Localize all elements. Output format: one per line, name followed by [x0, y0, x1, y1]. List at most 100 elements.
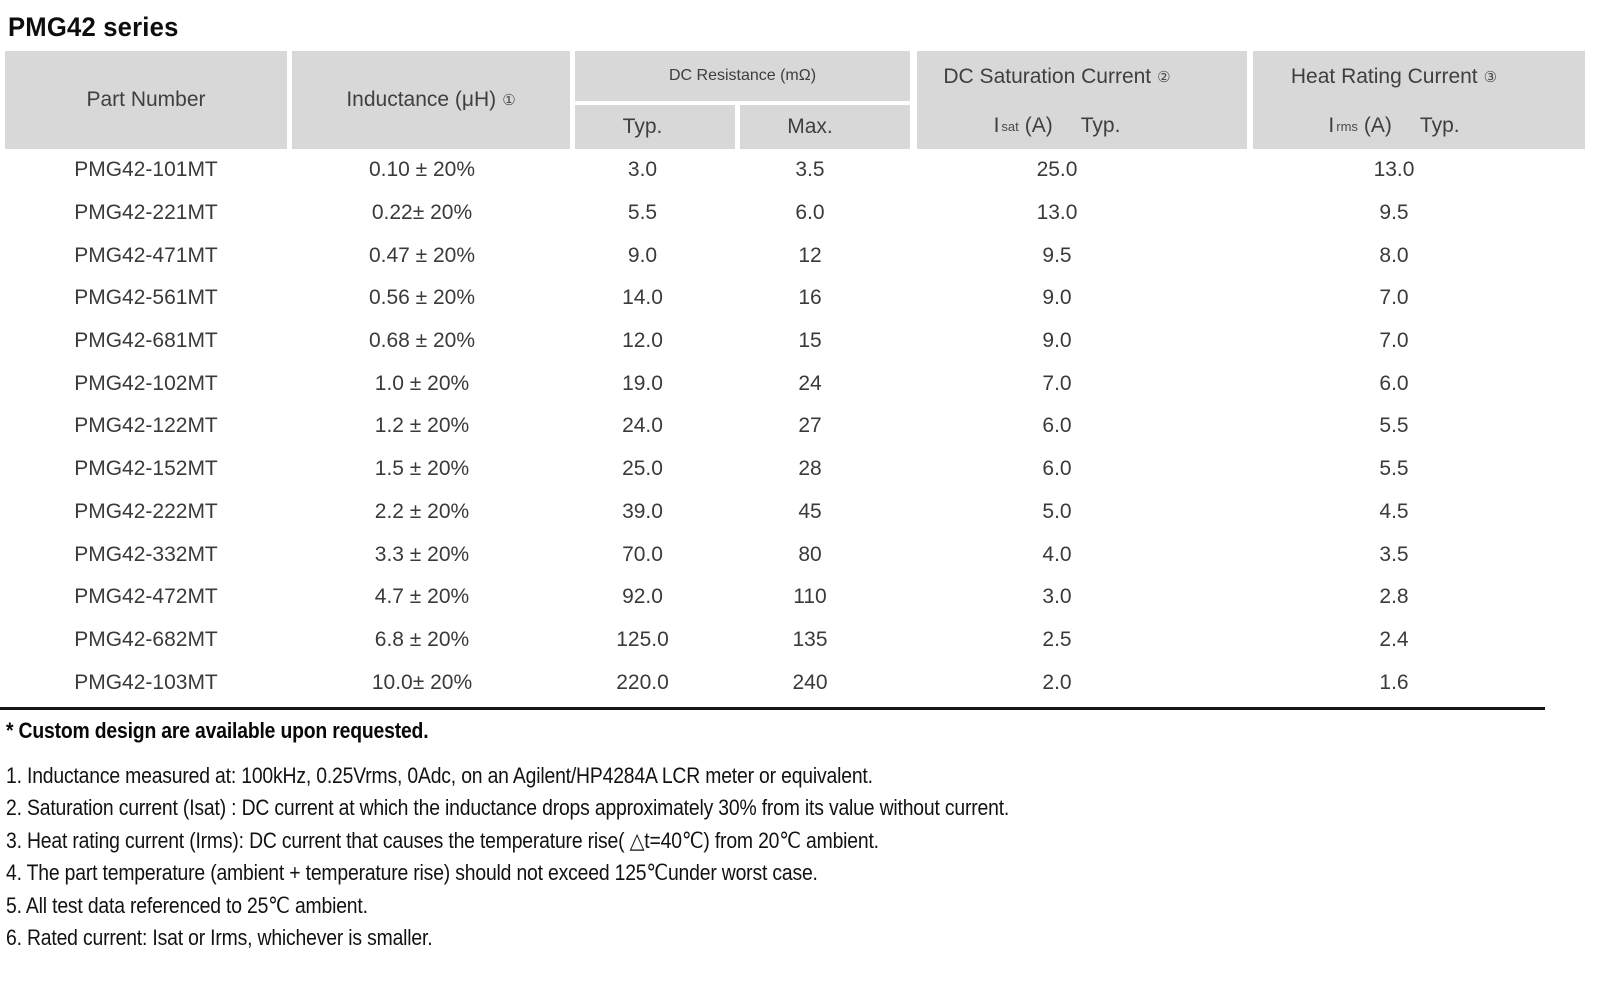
cell-inductance: 0.56 ± 20% — [368, 286, 476, 310]
cell-part: PMG42-102MT — [74, 371, 218, 395]
cell-inductance: 0.68 ± 20% — [368, 329, 476, 353]
cell-typ: 70.0 — [622, 542, 663, 566]
cell-max: 6.0 — [795, 201, 825, 225]
table-row: PMG42-221MT 0.22± 20% 5.5 6.0 13.0 9.5 — [5, 192, 1585, 235]
cell-irms: 5.5 — [1379, 457, 1409, 481]
table-row: PMG42-561MT 0.56 ± 20% 14.0 16 9.0 7.0 — [5, 277, 1585, 320]
cell-max: 80 — [798, 542, 822, 566]
cell-isat: 9.5 — [1042, 243, 1072, 267]
cell-part: PMG42-471MT — [74, 243, 218, 267]
cell-isat: 5.0 — [1042, 499, 1072, 523]
cell-part: PMG42-103MT — [74, 670, 218, 694]
table-header: Part Number Inductance (μH) ① DC Resistan… — [5, 51, 1585, 149]
table-row: PMG42-682MT 6.8 ± 20% 125.0 135 2.5 2.4 — [5, 619, 1585, 662]
table-row: PMG42-472MT 4.7 ± 20% 92.0 110 3.0 2.8 — [5, 576, 1585, 619]
cell-inductance: 3.3 ± 20% — [374, 542, 470, 566]
cell-max: 3.5 — [795, 158, 825, 182]
cell-isat: 2.5 — [1042, 627, 1072, 651]
cell-isat: 9.0 — [1042, 329, 1072, 353]
cell-inductance: 2.2 ± 20% — [374, 499, 470, 523]
cell-part: PMG42-472MT — [74, 585, 218, 609]
cell-isat: 6.0 — [1042, 414, 1072, 438]
cell-max: 27 — [798, 414, 822, 438]
cell-inductance: 1.2 ± 20% — [374, 414, 470, 438]
cell-irms: 4.5 — [1379, 499, 1409, 523]
divider-line — [0, 706, 1545, 710]
header-typ: Typ. — [575, 105, 735, 149]
cell-part: PMG42-152MT — [74, 457, 218, 481]
cell-inductance: 6.8 ± 20% — [374, 627, 470, 651]
header-inductance: Inductance (μH) ① — [292, 51, 570, 149]
cell-irms: 7.0 — [1379, 329, 1409, 353]
cell-typ: 24.0 — [622, 414, 663, 438]
note-item: 5. All test data referenced to 25℃ ambie… — [6, 892, 368, 918]
note-item: 4. The part temperature (ambient + tempe… — [6, 860, 818, 886]
cell-part: PMG42-101MT — [74, 158, 218, 182]
cell-isat: 13.0 — [1036, 201, 1078, 225]
custom-design-note: * Custom design are available upon reque… — [6, 717, 429, 743]
cell-typ: 3.0 — [627, 158, 658, 182]
cell-irms: 13.0 — [1373, 158, 1415, 182]
table-row: PMG42-222MT 2.2 ± 20% 39.0 45 5.0 4.5 — [5, 491, 1585, 534]
cell-typ: 220.0 — [616, 670, 669, 694]
note-item: 3. Heat rating current (Irms): DC curren… — [6, 827, 879, 853]
cell-isat: 2.0 — [1042, 670, 1072, 694]
footnote-1-icon: ① — [502, 92, 516, 109]
datasheet-page: PMG42 series Part Number Inductance (μH)… — [0, 12, 1600, 955]
table-row: PMG42-103MT 10.0± 20% 220.0 240 2.0 1.6 — [5, 661, 1585, 704]
note-item: 6. Rated current: Isat or Irms, whicheve… — [6, 925, 433, 951]
cell-max: 240 — [792, 670, 828, 694]
cell-part: PMG42-561MT — [74, 286, 218, 310]
cell-irms: 8.0 — [1379, 243, 1409, 267]
table-row: PMG42-152MT 1.5 ± 20% 25.0 28 6.0 5.5 — [5, 448, 1585, 491]
cell-max: 45 — [798, 499, 822, 523]
cell-typ: 125.0 — [616, 627, 669, 651]
cell-part: PMG42-222MT — [74, 499, 218, 523]
cell-inductance: 0.22± 20% — [371, 201, 473, 225]
cell-irms: 6.0 — [1379, 371, 1409, 395]
cell-isat: 7.0 — [1042, 371, 1072, 395]
cell-typ: 5.5 — [627, 201, 658, 225]
table-row: PMG42-101MT 0.10 ± 20% 3.0 3.5 25.0 13.0 — [5, 149, 1585, 192]
cell-isat: 25.0 — [1036, 158, 1078, 182]
cell-part: PMG42-332MT — [74, 542, 218, 566]
table-row: PMG42-102MT 1.0 ± 20% 19.0 24 7.0 6.0 — [5, 362, 1585, 405]
cell-irms: 5.5 — [1379, 414, 1409, 438]
footnote-3-icon: ③ — [1483, 69, 1498, 86]
cell-inductance: 0.10 ± 20% — [368, 158, 476, 182]
cell-max: 24 — [798, 371, 822, 395]
note-item: 2. Saturation current (Isat) : DC curren… — [6, 795, 1010, 821]
cell-irms: 2.4 — [1379, 627, 1409, 651]
cell-irms: 2.8 — [1379, 585, 1409, 609]
table-row: PMG42-471MT 0.47 ± 20% 9.0 12 9.5 8.0 — [5, 234, 1585, 277]
cell-max: 12 — [798, 243, 822, 267]
header-dc-resistance-group: DC Resistance (mΩ) Typ. Max. — [575, 51, 910, 149]
footnote-2-icon: ② — [1157, 69, 1171, 86]
cell-typ: 19.0 — [622, 371, 663, 395]
cell-isat: 3.0 — [1042, 585, 1072, 609]
cell-isat: 4.0 — [1042, 542, 1072, 566]
table-body: PMG42-101MT 0.10 ± 20% 3.0 3.5 25.0 13.0 PMG42… — [5, 149, 1585, 704]
header-dc-resistance: DC Resistance (mΩ) — [575, 51, 910, 101]
note-list: 1. Inductance measured at: 100kHz, 0.25V… — [6, 760, 1600, 955]
cell-typ: 12.0 — [622, 329, 663, 353]
cell-part: PMG42-221MT — [74, 201, 218, 225]
cell-inductance: 0.47 ± 20% — [368, 243, 476, 267]
spec-table: Part Number Inductance (μH) ① DC Resistan… — [5, 51, 1585, 704]
cell-max: 135 — [792, 627, 828, 651]
cell-inductance: 10.0± 20% — [371, 670, 473, 694]
page-title: PMG42 series — [8, 12, 179, 42]
cell-typ: 39.0 — [622, 499, 663, 523]
cell-part: PMG42-681MT — [74, 329, 218, 353]
cell-inductance: 4.7 ± 20% — [374, 585, 470, 609]
cell-typ: 25.0 — [622, 457, 663, 481]
cell-irms: 9.5 — [1379, 201, 1409, 225]
cell-part: PMG42-682MT — [74, 627, 218, 651]
cell-max: 110 — [793, 585, 827, 609]
cell-isat: 6.0 — [1042, 457, 1072, 481]
cell-max: 15 — [798, 329, 822, 353]
cell-typ: 9.0 — [627, 243, 658, 267]
cell-typ: 14.0 — [622, 286, 663, 310]
